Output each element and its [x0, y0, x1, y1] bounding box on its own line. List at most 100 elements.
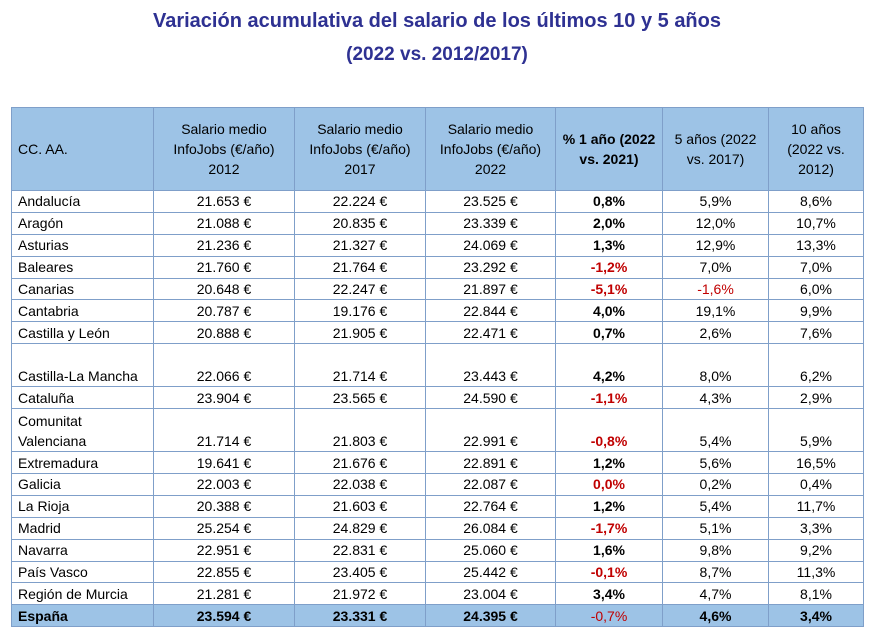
- total-row: España 23.594 €23.331 €24.395 € -0,7% 4,6% 3…: [11, 604, 864, 628]
- change-5-years-cell: 2,6%: [662, 321, 769, 345]
- salary-2012-cell: 23.904 €: [153, 386, 295, 410]
- col-header-10-years: 10 años (2022 vs. 2012): [768, 107, 864, 191]
- total-salary-2022-cell: 24.395 €: [425, 604, 556, 628]
- table-row: País Vasco 22.855 €23.405 €25.442 € -0,1% 8…: [11, 560, 864, 584]
- table-row: Castilla-La Mancha 22.066 €21.714 €23.443…: [11, 343, 864, 388]
- table-row: Extremadura 19.641 €21.676 €22.891 €1,2% 5…: [11, 451, 864, 475]
- region-cell: Madrid: [11, 516, 154, 540]
- table-row: Navarra 22.951 €22.831 €25.060 €1,6% 9,8% 9…: [11, 538, 864, 562]
- change-1-year-cell: -0,1%: [555, 560, 663, 584]
- region-cell: Castilla-La Mancha: [11, 343, 154, 388]
- change-1-year-cell: 2,0%: [555, 211, 663, 235]
- table-row: Comunitat Valenciana 21.714 €21.803 €22.9…: [11, 408, 864, 453]
- salary-2022-cell: 23.339 €: [425, 211, 556, 235]
- change-5-years-cell: 5,9%: [662, 190, 769, 213]
- salary-2012-cell: 21.714 €: [153, 408, 295, 453]
- change-10-years-cell: 11,3%: [768, 560, 864, 584]
- change-10-years-cell: 16,5%: [768, 451, 864, 475]
- region-cell: Castilla y León: [11, 321, 154, 345]
- col-header-region: CC. AA.: [11, 107, 154, 191]
- change-10-years-cell: 8,6%: [768, 190, 864, 213]
- salary-2017-cell: 21.803 €: [294, 408, 426, 453]
- change-5-years-cell: 5,4%: [662, 408, 769, 453]
- salary-2012-cell: 21.236 €: [153, 233, 295, 257]
- region-cell: Cantabria: [11, 299, 154, 323]
- change-1-year-cell: -0,8%: [555, 408, 663, 453]
- salary-2022-cell: 21.897 €: [425, 277, 556, 301]
- change-5-years-cell: 12,9%: [662, 233, 769, 257]
- region-cell: País Vasco: [11, 560, 154, 584]
- table-row: Baleares 21.760 €21.764 €23.292 € -1,2% 7,0…: [11, 255, 864, 279]
- salary-2012-cell: 21.088 €: [153, 211, 295, 235]
- change-10-years-cell: 8,1%: [768, 582, 864, 606]
- table-row: Asturias 21.236 €21.327 €24.069 €1,3% 12,9…: [11, 233, 864, 257]
- col-header-2022: Salario medio InfoJobs (€/año) 2022: [425, 107, 556, 191]
- salary-2022-cell: 24.590 €: [425, 386, 556, 410]
- change-10-years-cell: 11,7%: [768, 494, 864, 518]
- change-1-year-cell: 1,3%: [555, 233, 663, 257]
- salary-2022-cell: 23.443 €: [425, 343, 556, 388]
- change-5-years-cell: -1,6%: [662, 277, 769, 301]
- salary-2012-cell: 20.888 €: [153, 321, 295, 345]
- change-5-years-cell: 19,1%: [662, 299, 769, 323]
- region-cell: Andalucía: [11, 190, 154, 213]
- region-cell: Extremadura: [11, 451, 154, 475]
- salary-2017-cell: 21.676 €: [294, 451, 426, 475]
- change-10-years-cell: 2,9%: [768, 386, 864, 410]
- change-10-years-cell: 7,6%: [768, 321, 864, 345]
- salary-2017-cell: 23.565 €: [294, 386, 426, 410]
- region-cell: Canarias: [11, 277, 154, 301]
- change-1-year-cell: 4,2%: [555, 343, 663, 388]
- salary-2022-cell: 23.292 €: [425, 255, 556, 279]
- table-row: Canarias 20.648 €22.247 €21.897 € -5,1% -1,…: [11, 277, 864, 301]
- salary-2012-cell: 21.653 €: [153, 190, 295, 213]
- table-row: Andalucía 21.653 €22.224 €23.525 €0,8% 5,9…: [11, 190, 864, 213]
- change-5-years-cell: 7,0%: [662, 255, 769, 279]
- change-5-years-cell: 8,0%: [662, 343, 769, 388]
- salary-2017-cell: 23.405 €: [294, 560, 426, 584]
- change-5-years-cell: 12,0%: [662, 211, 769, 235]
- change-10-years-cell: 5,9%: [768, 408, 864, 453]
- salary-2017-cell: 19.176 €: [294, 299, 426, 323]
- salary-2012-cell: 22.951 €: [153, 538, 295, 562]
- salary-2022-cell: 22.891 €: [425, 451, 556, 475]
- total-salary-2012-cell: 23.594 €: [153, 604, 295, 628]
- table-row: Galicia 22.003 €22.038 €22.087 €0,0% 0,2% 0…: [11, 473, 864, 496]
- salary-2012-cell: 20.388 €: [153, 494, 295, 518]
- change-1-year-cell: -1,1%: [555, 386, 663, 410]
- table-title: Variación acumulativa del salario de los…: [152, 10, 721, 32]
- total-salary-2017-cell: 23.331 €: [294, 604, 426, 628]
- salary-2017-cell: 22.038 €: [294, 473, 426, 496]
- salary-2022-cell: 22.471 €: [425, 321, 556, 345]
- salary-2017-cell: 21.327 €: [294, 233, 426, 257]
- table-row: Cantabria 20.787 €19.176 €22.844 €4,0% 19,…: [11, 299, 864, 323]
- change-1-year-cell: 0,0%: [555, 473, 663, 496]
- salary-2017-cell: 24.829 €: [294, 516, 426, 540]
- salary-2012-cell: 25.254 €: [153, 516, 295, 540]
- region-cell: Navarra: [11, 538, 154, 562]
- change-1-year-cell: 1,2%: [555, 451, 663, 475]
- region-cell: Baleares: [11, 255, 154, 279]
- total-change-1-year-cell: -0,7%: [555, 604, 663, 628]
- salary-2017-cell: 21.764 €: [294, 255, 426, 279]
- salary-2022-cell: 26.084 €: [425, 516, 556, 540]
- change-1-year-cell: -5,1%: [555, 277, 663, 301]
- change-10-years-cell: 7,0%: [768, 255, 864, 279]
- table-row: La Rioja 20.388 €21.603 €22.764 €1,2% 5,4%…: [11, 494, 864, 518]
- change-10-years-cell: 3,3%: [768, 516, 864, 540]
- region-cell: Comunitat Valenciana: [11, 408, 154, 453]
- salary-2022-cell: 22.991 €: [425, 408, 556, 453]
- change-10-years-cell: 9,2%: [768, 538, 864, 562]
- salary-2012-cell: 22.855 €: [153, 560, 295, 584]
- salary-2022-cell: 25.060 €: [425, 538, 556, 562]
- col-header-2017: Salario medio InfoJobs (€/año) 2017: [294, 107, 426, 191]
- change-10-years-cell: 0,4%: [768, 473, 864, 496]
- change-5-years-cell: 5,1%: [662, 516, 769, 540]
- change-1-year-cell: 3,4%: [555, 582, 663, 606]
- region-cell: Cataluña: [11, 386, 154, 410]
- change-5-years-cell: 8,7%: [662, 560, 769, 584]
- change-1-year-cell: -1,2%: [555, 255, 663, 279]
- col-header-5-years: 5 años (2022 vs. 2017): [662, 107, 769, 191]
- change-10-years-cell: 9,9%: [768, 299, 864, 323]
- total-change-10-years-cell: 3,4%: [768, 604, 864, 628]
